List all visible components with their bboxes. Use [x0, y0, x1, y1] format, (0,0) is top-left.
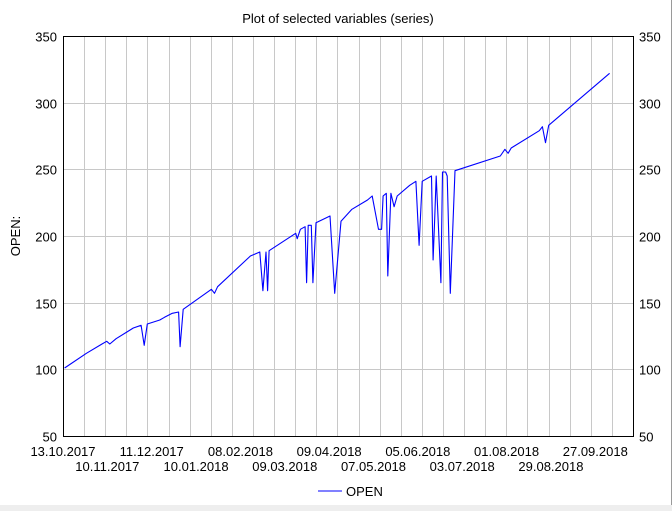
y-tick-label-left: 300	[35, 97, 57, 112]
y-tick-label-right: 50	[639, 430, 653, 445]
x-tick-label: 27.09.2018	[563, 444, 628, 459]
x-tick-label: 29.08.2018	[518, 459, 583, 474]
series-layer	[64, 72, 610, 369]
y-axis-label: OPEN:	[8, 216, 23, 256]
x-tick-label: 10.11.2017	[75, 459, 139, 474]
plot-border	[63, 36, 634, 437]
y-tick-label-right: 300	[639, 97, 661, 112]
y-tick-label-left: 150	[35, 297, 57, 312]
x-tick-label: 05.06.2018	[385, 444, 450, 459]
y-tick-label-left: 350	[35, 30, 57, 45]
y-tick-label-right: 100	[639, 363, 661, 378]
x-tick-label: 01.08.2018	[474, 444, 539, 459]
x-tick-label: 13.10.2017	[30, 444, 95, 459]
bottom-strip	[0, 505, 672, 511]
y-tick-label-left: 200	[35, 230, 57, 245]
y-tick-label-right: 150	[639, 297, 661, 312]
y-tick-label-left: 250	[35, 163, 57, 178]
y-tick-label-right: 200	[639, 230, 661, 245]
x-tick-label: 09.03.2018	[252, 459, 317, 474]
x-tick-label: 09.04.2018	[297, 444, 362, 459]
x-tick-label: 08.02.2018	[208, 444, 273, 459]
x-tick-label: 03.07.2018	[430, 459, 495, 474]
legend: OPEN	[318, 484, 383, 499]
y-tick-label-right: 250	[639, 163, 661, 178]
x-tick-label: 07.05.2018	[341, 459, 406, 474]
y-tick-label-left: 50	[43, 430, 57, 445]
y-tick-label-right: 350	[639, 30, 661, 45]
legend-label: OPEN	[346, 484, 383, 499]
series-line-open	[64, 72, 610, 369]
x-tick-label: 11.12.2017	[120, 444, 184, 459]
axis-ticks: 50 50 100 100 150 150 200 200 250 250 300 300 350 350…	[30, 30, 660, 475]
chart-title: Plot of selected variables (series)	[242, 11, 433, 26]
y-tick-label-left: 100	[35, 363, 57, 378]
x-tick-label: 10.01.2018	[164, 459, 229, 474]
grid	[63, 36, 633, 436]
